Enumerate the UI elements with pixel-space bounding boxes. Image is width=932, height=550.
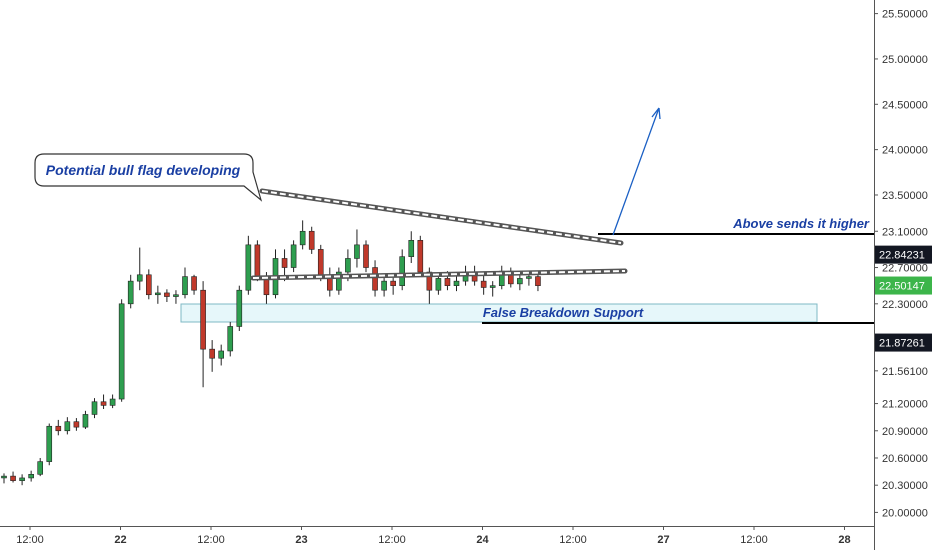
candle <box>363 240 369 273</box>
candle <box>28 470 34 482</box>
candle <box>326 267 333 297</box>
price-tick-label: 22.30000 <box>882 299 928 311</box>
candle <box>191 274 197 295</box>
candle <box>218 344 224 366</box>
price-tag-label: 21.87261 <box>879 338 925 350</box>
price-tick-label: 20.60000 <box>882 453 928 465</box>
candle <box>299 220 306 250</box>
candle <box>272 249 279 299</box>
false-breakdown-support-label: False Breakdown Support <box>483 305 644 320</box>
time-tick-label: 28 <box>838 534 850 546</box>
candle <box>245 235 252 295</box>
candle <box>91 398 98 419</box>
price-tick-label: 25.50000 <box>882 9 928 21</box>
time-tick-label: 12:00 <box>378 534 406 546</box>
time-tick-label: 23 <box>295 534 307 546</box>
candle <box>19 474 25 486</box>
price-axis-ticks: 20.00000 20.30000 20.60000 20.90000 21.20000… <box>874 9 928 519</box>
candle <box>290 240 297 273</box>
candle <box>37 457 44 477</box>
candlestick-series <box>1 220 541 486</box>
above-sends-higher-label: Above sends it higher <box>732 216 870 231</box>
breakout-arrow[interactable] <box>612 107 661 236</box>
price-tags: 22.84231 22.50147 21.87261 <box>875 245 932 352</box>
price-tick-label: 23.50000 <box>882 190 928 202</box>
price-tick-label: 22.70000 <box>882 263 928 275</box>
candle <box>399 249 406 291</box>
candle <box>236 285 243 332</box>
time-tick-label: 24 <box>476 534 489 546</box>
flag-upper-trendline[interactable] <box>259 188 624 246</box>
candle <box>73 418 80 431</box>
price-tag-label: 22.50147 <box>879 281 925 293</box>
bull-flag-callout[interactable]: Potential bull flag developing <box>34 153 263 202</box>
candle <box>308 226 315 254</box>
time-tick-label: 22 <box>114 534 126 546</box>
candle <box>507 267 514 288</box>
candle <box>136 247 143 291</box>
price-tag: 22.50147 <box>875 276 932 295</box>
price-tag-label: 22.84231 <box>879 250 925 262</box>
candle <box>173 290 179 304</box>
candle <box>381 276 387 297</box>
price-tick-label: 20.00000 <box>882 507 928 519</box>
time-tick-label: 12:00 <box>559 534 587 546</box>
price-tick-label: 21.56100 <box>882 366 928 378</box>
candle <box>535 272 541 292</box>
candle <box>354 229 360 268</box>
candle <box>498 265 505 290</box>
candle <box>200 281 206 388</box>
candle <box>489 281 496 297</box>
candle <box>517 274 523 291</box>
time-tick-label: 12:00 <box>16 534 44 546</box>
candle <box>155 285 161 304</box>
time-tick-label: 12:00 <box>197 534 225 546</box>
flag-lower-trendline[interactable] <box>250 268 628 281</box>
candle <box>55 419 62 436</box>
candle <box>127 274 134 309</box>
price-tag: 21.87261 <box>875 333 932 352</box>
candle <box>390 274 396 295</box>
price-tag: 22.84231 <box>875 245 932 264</box>
candle <box>435 274 442 295</box>
candle <box>453 274 460 292</box>
time-tick-label: 12:00 <box>740 534 768 546</box>
candle <box>372 260 378 297</box>
candle <box>209 340 215 372</box>
price-tick-label: 24.00000 <box>882 145 928 157</box>
candle <box>100 394 107 410</box>
time-axis-ticks: 12:00 22 12:00 23 12:00 24 12:00 27 12:00 28 <box>16 526 851 546</box>
candle <box>164 289 170 302</box>
candle <box>254 240 261 282</box>
price-tick-label: 21.20000 <box>882 399 928 411</box>
candle <box>408 231 415 263</box>
candle <box>109 394 116 409</box>
price-tick-label: 24.50000 <box>882 99 928 111</box>
candle <box>182 267 188 299</box>
candle <box>118 299 125 402</box>
candle <box>1 473 7 484</box>
candle <box>10 471 16 483</box>
time-tick-label: 27 <box>657 534 669 546</box>
candle <box>64 417 71 435</box>
candle <box>227 321 234 357</box>
price-tick-label: 23.10000 <box>882 226 928 238</box>
candle <box>46 423 53 466</box>
candle <box>82 410 89 429</box>
price-tick-label: 20.30000 <box>882 480 928 492</box>
candle <box>417 235 424 277</box>
price-tick-label: 20.90000 <box>882 426 928 438</box>
candle <box>480 274 487 295</box>
candle <box>146 269 152 300</box>
bull-flag-callout-text: Potential bull flag developing <box>46 162 241 178</box>
price-tick-label: 25.00000 <box>882 54 928 66</box>
candle <box>336 267 342 295</box>
